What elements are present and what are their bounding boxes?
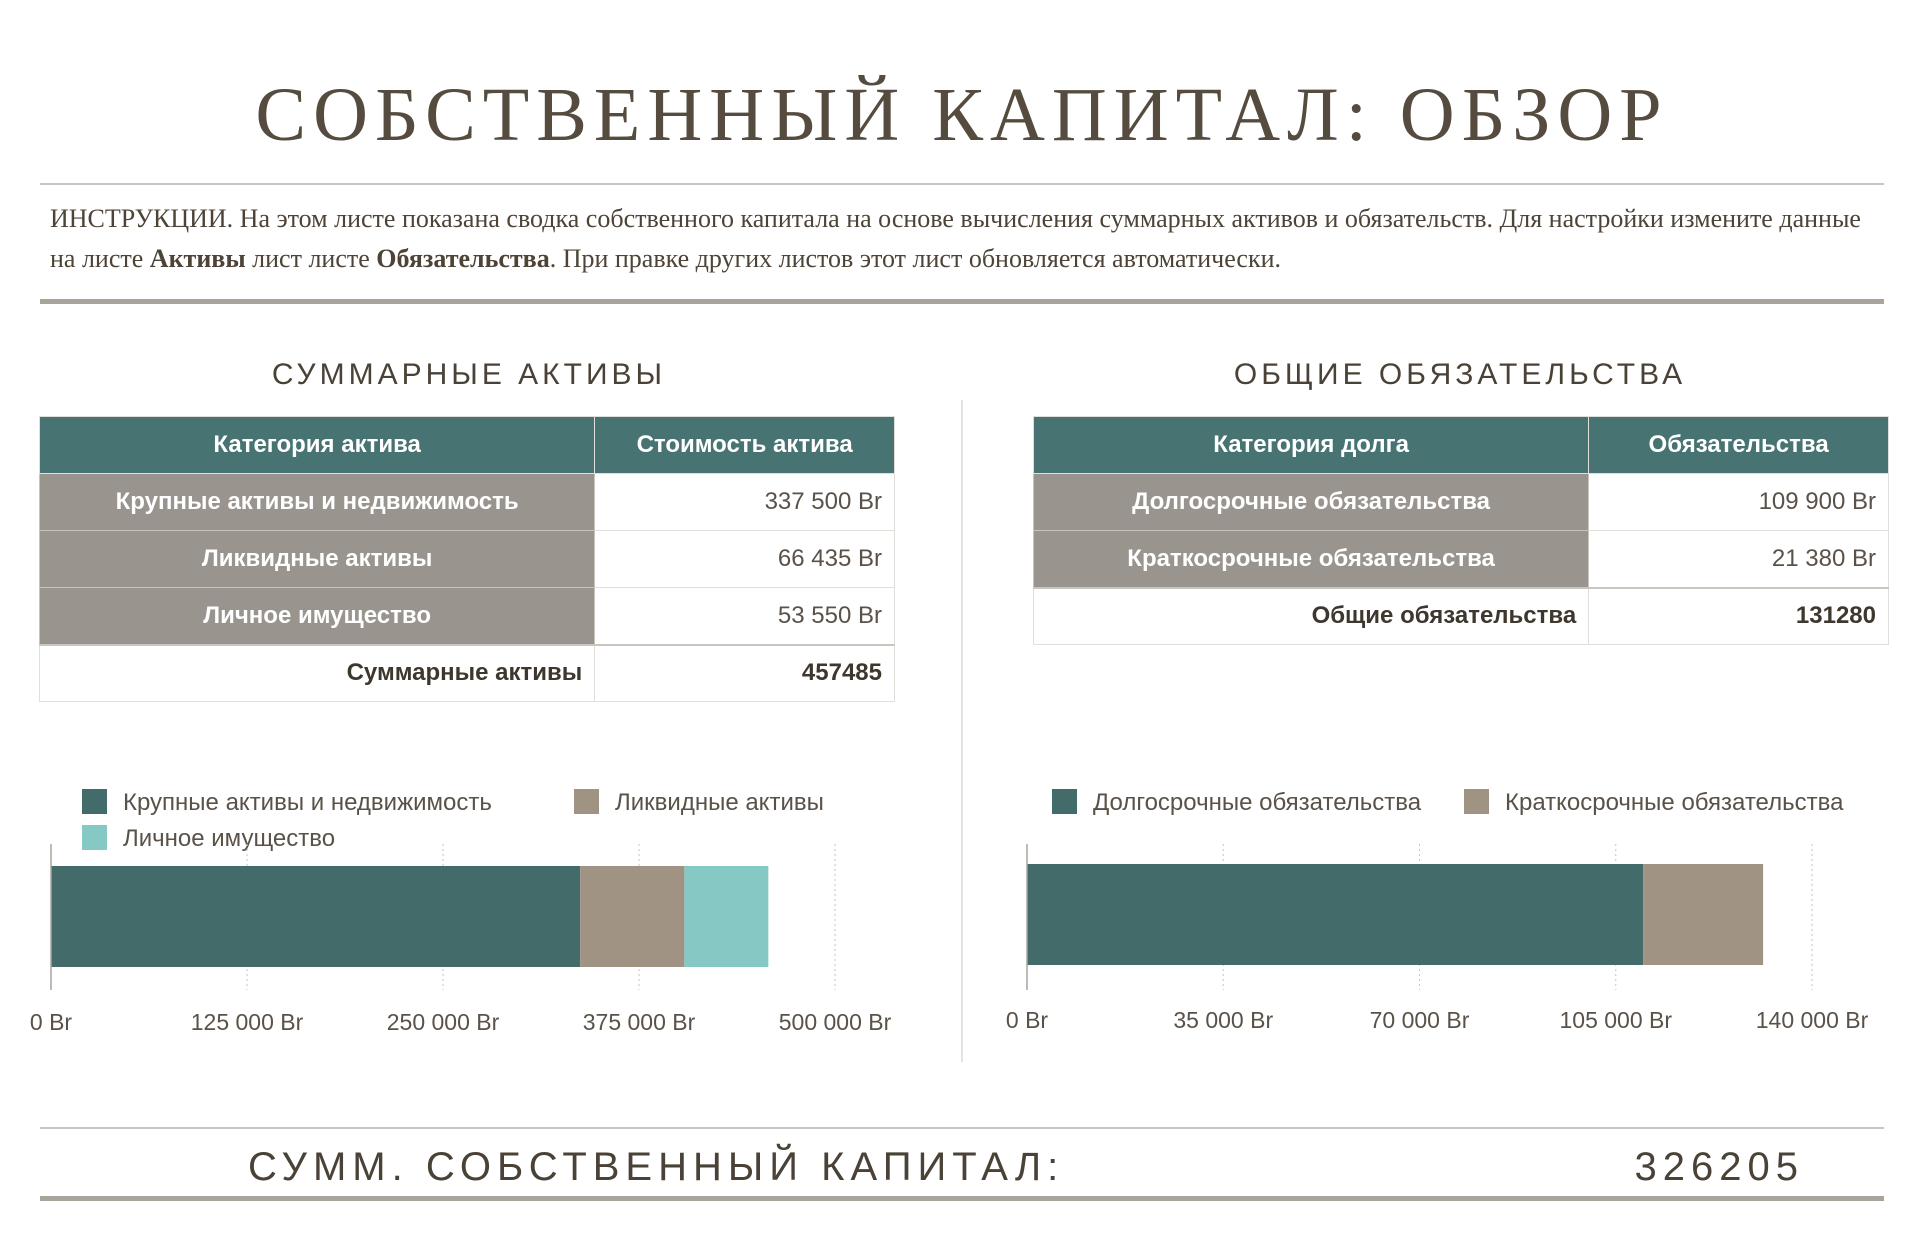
assets-header-row: Категория актива Стоимость актива [38, 416, 895, 474]
asset-category-cell[interactable]: Ликвидные активы [38, 530, 596, 588]
instructions-middle: лист листе [245, 244, 377, 273]
legend-label: Личное имущество [123, 825, 336, 852]
bar-segment [1027, 864, 1644, 965]
asset-value-cell[interactable]: 53 550 Br [594, 587, 895, 645]
instructions-lead: ИНСТРУКЦИИ. На этом листе показана сводк… [50, 204, 1861, 273]
bar-segment [1643, 864, 1764, 965]
table-row: Ликвидные активы 66 435 Br [38, 530, 895, 588]
equity-label: СУММ. СОБСТВЕННЫЙ КАПИТАЛ: [248, 1145, 1065, 1189]
liabilities-total-label[interactable]: Общие обязательства [1032, 586, 1590, 645]
assets-col-value[interactable]: Стоимость актива [594, 416, 895, 474]
legend-label: Долгосрочные обязательства [1093, 789, 1422, 816]
table-row: Долгосрочные обязательства 109 900 Br [1032, 473, 1889, 531]
liability-value-cell[interactable]: 21 380 Br [1588, 530, 1889, 588]
x-tick-label: 105 000 Br [1559, 1007, 1672, 1033]
liabilities-total-row: Общие обязательства 131280 [1032, 586, 1889, 645]
x-tick-label: 140 000 Br [1756, 1007, 1869, 1033]
liabilities-col-category[interactable]: Категория долга [1032, 416, 1590, 474]
assets-section-title: СУММАРНЫЕ АКТИВЫ [271, 358, 667, 391]
title-divider [40, 183, 1884, 185]
legend-item[interactable]: Ликвидные активы [574, 788, 824, 818]
legend-swatch [82, 789, 107, 814]
assets-total-row: Суммарные активы 457485 [38, 643, 895, 702]
legend-label: Краткосрочные обязательства [1505, 789, 1844, 816]
legend-item[interactable]: Долгосрочные обязательства [1052, 788, 1421, 818]
x-tick-label: 0 Br [30, 1009, 73, 1035]
liabilities-section-title: ОБЩИЕ ОБЯЗАТЕЛЬСТВА [1233, 358, 1687, 391]
liabilities-col-value[interactable]: Обязательства [1588, 416, 1889, 474]
equity-bottom-divider [40, 1196, 1884, 1201]
assets-bar-chart: 0 Br 125 000 Br 250 000 Br 375 000 Br 500 00… [30, 844, 892, 1035]
instructions-text: ИНСТРУКЦИИ. На этом листе показана сводк… [50, 199, 1880, 279]
liability-category-cell[interactable]: Краткосрочные обязательства [1032, 530, 1590, 588]
assets-sheet-name: Активы [149, 244, 246, 273]
x-tick-label: 35 000 Br [1173, 1007, 1273, 1033]
assets-total-label[interactable]: Суммарные активы [38, 643, 596, 702]
legend-swatch [574, 789, 599, 814]
bar-segment [684, 866, 769, 967]
asset-category-cell[interactable]: Личное имущество [38, 587, 596, 645]
table-row: Личное имущество 53 550 Br [38, 587, 895, 645]
liability-value-cell[interactable]: 109 900 Br [1588, 473, 1889, 531]
asset-value-cell[interactable]: 66 435 Br [594, 530, 895, 588]
legend-item[interactable]: Краткосрочные обязательства [1464, 788, 1843, 818]
legend-swatch [1052, 789, 1077, 814]
assets-col-category[interactable]: Категория актива [38, 416, 596, 474]
equity-value: 326205 [1634, 1145, 1804, 1189]
liabilities-header-row: Категория долга Обязательства [1032, 416, 1889, 474]
liabilities-table: Категория долга Обязательства Долгосрочн… [1032, 416, 1889, 645]
legend-label: Крупные активы и недвижимость [123, 789, 492, 816]
x-tick-label: 0 Br [1006, 1007, 1049, 1033]
liabilities-bar-chart: 0 Br 35 000 Br 70 000 Br 105 000 Br 140 000 … [1006, 844, 1869, 1033]
instructions-tail: . При правке других листов этот лист обн… [549, 244, 1282, 273]
asset-value-cell[interactable]: 337 500 Br [594, 473, 895, 531]
legend-label: Ликвидные активы [615, 789, 824, 816]
liability-category-cell[interactable]: Долгосрочные обязательства [1032, 473, 1590, 531]
x-tick-label: 125 000 Br [191, 1009, 304, 1035]
bar-segment [580, 866, 685, 967]
column-divider [961, 400, 963, 1062]
legend-item[interactable]: Личное имущество [82, 824, 335, 854]
assets-total-value[interactable]: 457485 [594, 643, 895, 702]
liabilities-sheet-name: Обязательства [376, 244, 550, 273]
page-title: СОБСТВЕННЫЙ КАПИТАЛ: ОБЗОР [255, 73, 1669, 157]
x-tick-label: 250 000 Br [387, 1009, 500, 1035]
legend-swatch [82, 825, 107, 850]
assets-table: Категория актива Стоимость актива Крупны… [38, 416, 895, 702]
legend-item[interactable]: Крупные активы и недвижимость [82, 788, 492, 818]
table-row: Краткосрочные обязательства 21 380 Br [1032, 530, 1889, 588]
instructions-divider [40, 299, 1884, 304]
table-row: Крупные активы и недвижимость 337 500 Br [38, 473, 895, 531]
legend-swatch [1464, 789, 1489, 814]
equity-top-divider [40, 1127, 1884, 1129]
x-tick-label: 375 000 Br [583, 1009, 696, 1035]
x-tick-label: 70 000 Br [1370, 1007, 1470, 1033]
liabilities-total-value[interactable]: 131280 [1588, 586, 1889, 645]
bar-segment [51, 866, 581, 967]
asset-category-cell[interactable]: Крупные активы и недвижимость [38, 473, 596, 531]
x-tick-label: 500 000 Br [779, 1009, 892, 1035]
